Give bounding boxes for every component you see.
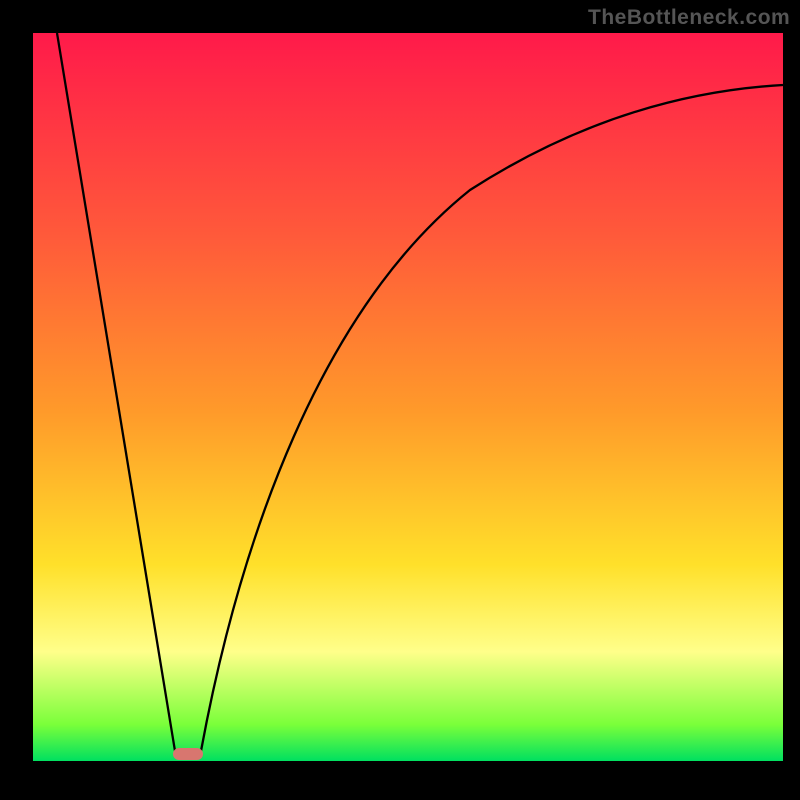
curve-right-segment: [201, 85, 783, 751]
chart-container: TheBottleneck.com: [0, 0, 800, 800]
curve-layer: [0, 0, 800, 800]
watermark-text: TheBottleneck.com: [588, 6, 790, 30]
minimum-marker: [173, 748, 203, 760]
curve-left-segment: [57, 33, 175, 751]
